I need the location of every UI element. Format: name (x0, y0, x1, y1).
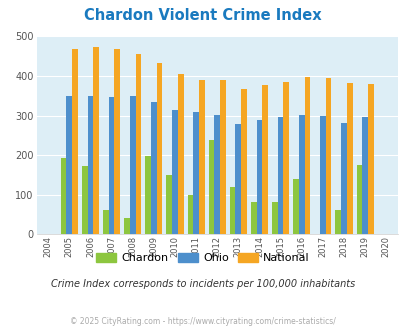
Bar (277, 117, 283, 234)
Bar (356, 165, 361, 234)
Bar (208, 141, 214, 234)
Text: Chardon Violent Crime Index: Chardon Violent Crime Index (84, 8, 321, 23)
Bar (235, 124, 241, 234)
Bar (346, 83, 352, 234)
Bar (361, 117, 367, 234)
Bar (172, 110, 177, 234)
Bar (145, 156, 151, 234)
Bar (325, 78, 330, 234)
Bar (292, 179, 298, 234)
Legend: Chardon, Ohio, National: Chardon, Ohio, National (92, 248, 313, 267)
Bar (214, 115, 220, 234)
Bar (250, 202, 256, 234)
Bar (187, 195, 193, 234)
Bar (256, 120, 262, 234)
Bar (87, 96, 93, 234)
Bar (156, 63, 162, 234)
Bar (166, 175, 172, 234)
Bar (82, 166, 87, 234)
Bar (229, 187, 235, 234)
Bar (271, 202, 277, 234)
Bar (151, 102, 156, 234)
Bar (198, 80, 204, 234)
Bar (61, 158, 66, 234)
Bar (241, 88, 246, 234)
Bar (66, 96, 72, 234)
Text: © 2025 CityRating.com - https://www.cityrating.com/crime-statistics/: © 2025 CityRating.com - https://www.city… (70, 317, 335, 326)
Bar (109, 97, 114, 234)
Bar (367, 84, 373, 234)
Bar (193, 112, 198, 234)
Bar (93, 47, 99, 234)
Bar (103, 210, 109, 234)
Bar (298, 115, 304, 234)
Bar (319, 115, 325, 234)
Bar (72, 49, 78, 234)
Bar (124, 218, 130, 234)
Bar (262, 85, 267, 234)
Bar (114, 50, 120, 234)
Bar (177, 74, 183, 234)
Bar (130, 96, 135, 234)
Bar (335, 210, 340, 234)
Bar (340, 123, 346, 234)
Bar (220, 80, 225, 234)
Bar (304, 77, 309, 234)
Bar (283, 82, 288, 234)
Text: Crime Index corresponds to incidents per 100,000 inhabitants: Crime Index corresponds to incidents per… (51, 279, 354, 289)
Bar (135, 54, 141, 234)
